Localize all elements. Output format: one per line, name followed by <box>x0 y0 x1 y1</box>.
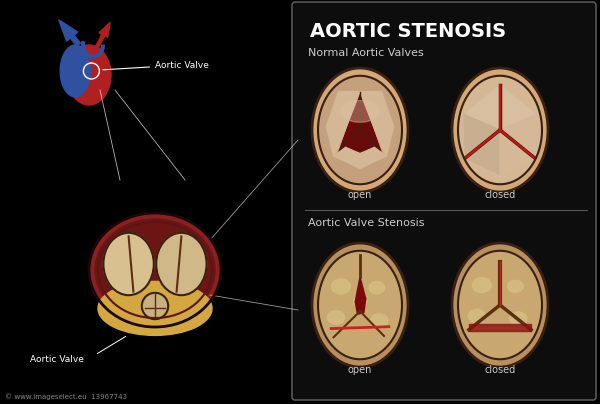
Text: closed: closed <box>484 190 515 200</box>
Text: Aortic Valve Stenosis: Aortic Valve Stenosis <box>308 218 425 228</box>
Text: closed: closed <box>484 365 515 375</box>
Polygon shape <box>334 147 386 168</box>
Text: Aortic Valve: Aortic Valve <box>103 61 209 70</box>
Ellipse shape <box>331 279 350 294</box>
Ellipse shape <box>371 314 388 327</box>
Ellipse shape <box>318 251 402 359</box>
Text: Aortic Valve: Aortic Valve <box>30 355 84 364</box>
Ellipse shape <box>452 243 548 367</box>
Ellipse shape <box>458 251 542 359</box>
Ellipse shape <box>509 312 527 325</box>
Ellipse shape <box>369 282 385 294</box>
Ellipse shape <box>67 45 111 105</box>
Ellipse shape <box>156 233 206 295</box>
Polygon shape <box>326 92 360 156</box>
Ellipse shape <box>452 68 548 192</box>
Text: AORTIC STENOSIS: AORTIC STENOSIS <box>310 22 506 41</box>
Ellipse shape <box>353 297 367 307</box>
Polygon shape <box>500 114 536 175</box>
Ellipse shape <box>469 309 485 323</box>
Ellipse shape <box>458 76 542 184</box>
Ellipse shape <box>312 68 408 192</box>
Text: open: open <box>348 190 372 200</box>
Text: Normal Aortic Valves: Normal Aortic Valves <box>308 48 424 58</box>
Ellipse shape <box>95 219 215 321</box>
Ellipse shape <box>318 76 402 184</box>
Polygon shape <box>360 92 394 156</box>
Ellipse shape <box>472 278 491 292</box>
FancyBboxPatch shape <box>292 2 596 400</box>
Ellipse shape <box>341 101 379 122</box>
Text: © www.imageselect.eu  13967743: © www.imageselect.eu 13967743 <box>5 393 127 400</box>
Polygon shape <box>355 277 366 314</box>
Ellipse shape <box>89 213 221 327</box>
Text: open: open <box>348 365 372 375</box>
Ellipse shape <box>103 233 154 295</box>
Ellipse shape <box>508 280 523 292</box>
Polygon shape <box>464 114 500 175</box>
Ellipse shape <box>60 45 91 97</box>
Polygon shape <box>464 85 536 130</box>
FancyArrow shape <box>95 22 110 48</box>
Polygon shape <box>338 92 382 154</box>
Ellipse shape <box>98 282 212 335</box>
Ellipse shape <box>328 311 344 324</box>
Polygon shape <box>469 324 531 331</box>
FancyArrow shape <box>59 20 80 46</box>
Ellipse shape <box>312 243 408 367</box>
Ellipse shape <box>142 293 168 319</box>
